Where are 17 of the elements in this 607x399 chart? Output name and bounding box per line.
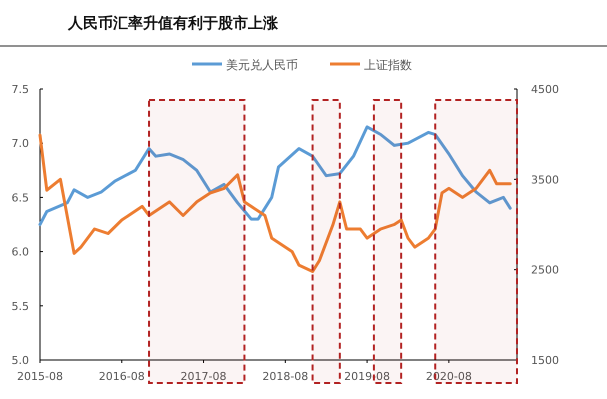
y-tick-label: 6.0: [12, 246, 29, 259]
x-tick-label: 2015-08: [17, 370, 63, 383]
y-tick-label: 7.5: [12, 83, 29, 96]
y2-tick-label: 2500: [531, 264, 559, 277]
y2-tick-label: 1500: [531, 354, 559, 367]
x-tick-label: 2016-08: [98, 370, 145, 383]
legend-label: 美元兑人民币: [226, 58, 298, 72]
x-tick-label: 2018-08: [262, 370, 308, 383]
y2-tick-label: 3500: [531, 173, 559, 186]
y-tick-label: 5.0: [12, 354, 29, 367]
y-tick-label: 7.0: [12, 137, 29, 150]
x-tick-label: 2017-08: [180, 370, 227, 383]
y-tick-label: 5.5: [12, 300, 29, 313]
y-tick-label: 6.5: [12, 191, 29, 204]
legend-label: 上证指数: [364, 58, 412, 72]
y2-tick-label: 4500: [531, 83, 559, 96]
chart-title: 人民币汇率升值有利于股市上涨: [67, 14, 279, 32]
